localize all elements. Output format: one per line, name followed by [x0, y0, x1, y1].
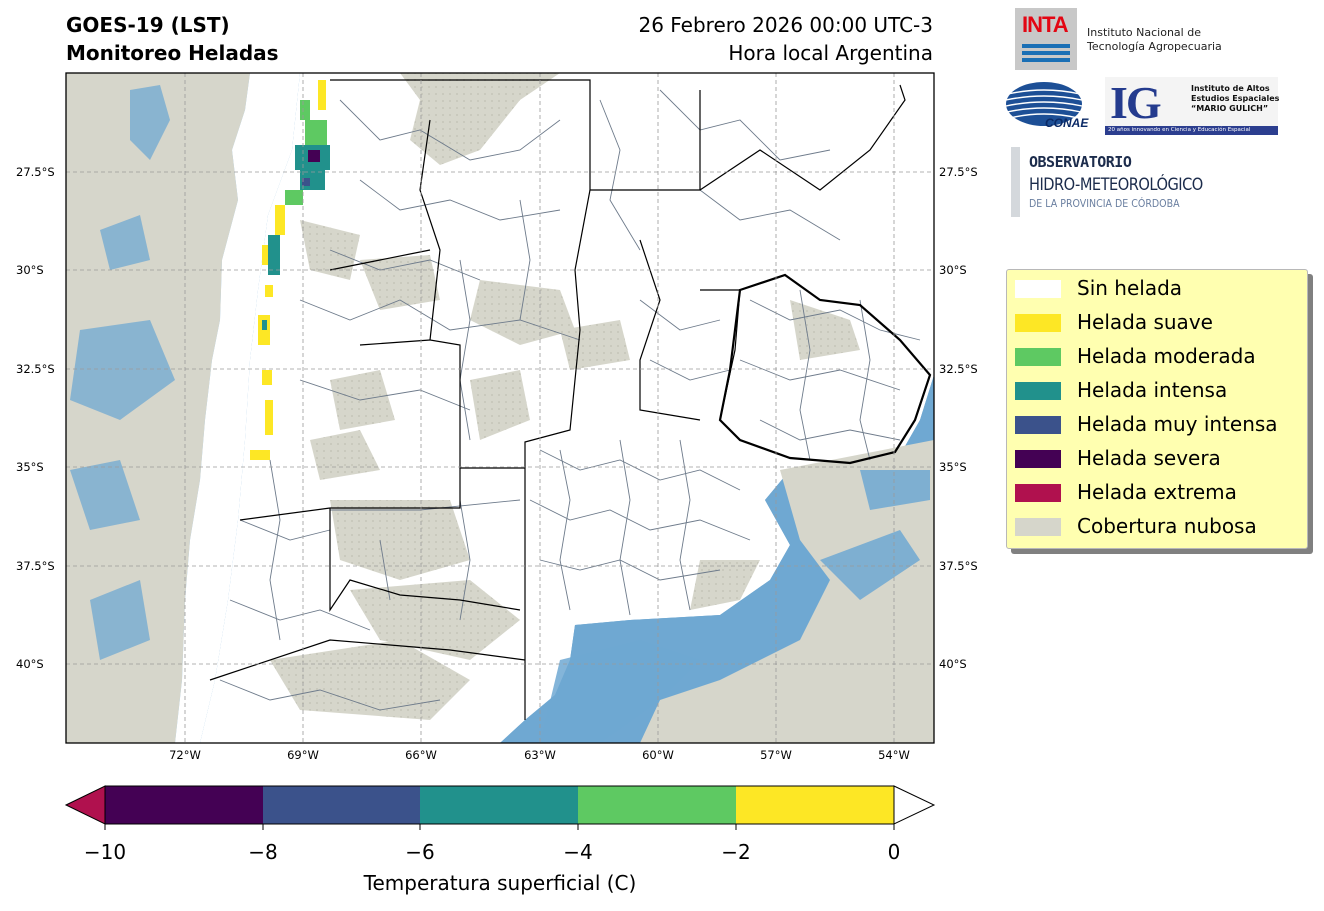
land-clouds	[270, 73, 860, 720]
conae-logo	[1005, 82, 1083, 126]
colorbar-label: Temperatura superficial (C)	[363, 871, 637, 895]
inta-logo	[1015, 8, 1077, 70]
lat-label: 35°S	[16, 460, 44, 474]
observatorio-province: DE LA PROVINCIA DE CÓRDOBA	[1029, 197, 1180, 210]
legend-label: Sin helada	[1077, 276, 1183, 300]
colorbar-tick: −4	[563, 840, 593, 864]
lat-label-right: 27.5°S	[939, 165, 978, 179]
map-subtitle: Monitoreo Heladas	[66, 41, 279, 65]
frost-pixels	[250, 80, 330, 460]
lat-label: 40°S	[16, 657, 44, 671]
observatorio-subtitle: HIDRO-METEOROLÓGICO	[1029, 175, 1203, 195]
legend-label: Helada moderada	[1077, 344, 1256, 368]
legend-label: Cobertura nubosa	[1077, 514, 1257, 538]
legend-label: Helada severa	[1077, 446, 1221, 470]
colorbar-over-extend	[893, 785, 936, 825]
colorbar-segment	[420, 786, 578, 824]
lat-label-right: 35°S	[939, 460, 967, 474]
lat-label: 27.5°S	[16, 165, 55, 179]
lon-label: 63°W	[524, 748, 556, 762]
lon-label: 54°W	[878, 748, 910, 762]
map-timezone: Hora local Argentina	[728, 41, 933, 65]
lat-label: 32.5°S	[16, 362, 55, 376]
colorbar-tick: −8	[248, 840, 278, 864]
observatorio-title: OBSERVATORIO	[1029, 153, 1132, 171]
legend-swatch	[1015, 416, 1061, 434]
lon-label: 60°W	[642, 748, 674, 762]
map-date: 26 Febrero 2026 00:00 UTC-3	[638, 13, 933, 37]
atlantic-cloud	[640, 440, 934, 743]
lon-label: 66°W	[405, 748, 437, 762]
inta-logo-mark: INTA	[1022, 12, 1069, 37]
lon-label: 57°W	[760, 748, 792, 762]
legend-label: Helada intensa	[1077, 378, 1228, 402]
observatorio-logo-bar	[1011, 147, 1020, 217]
colorbar-under-extend	[64, 785, 106, 825]
colorbar-tick: −2	[721, 840, 751, 864]
pacific-cloud-streaks	[70, 85, 175, 660]
colorbar-tick: −10	[83, 840, 127, 864]
gridlines	[66, 73, 934, 743]
legend-swatch	[1015, 348, 1061, 366]
lon-label: 72°W	[169, 748, 201, 762]
legend-label: Helada suave	[1077, 310, 1213, 334]
legend: Sin helada Helada suave Helada moderada …	[1006, 269, 1308, 549]
legend-swatch	[1015, 382, 1061, 400]
lat-label-right: 37.5°S	[939, 559, 978, 573]
legend-swatch	[1015, 280, 1061, 298]
lat-label-right: 40°S	[939, 657, 967, 671]
ig-name: Instituto de Altos Estudios Espaciales “…	[1191, 84, 1280, 113]
chile-land	[175, 73, 300, 743]
ig-band-text: 20 años innovando en Ciencia y Educación…	[1108, 127, 1251, 133]
province-boundaries	[209, 79, 906, 720]
lat-label-right: 32.5°S	[939, 362, 978, 376]
lat-label: 30°S	[16, 263, 44, 277]
uruguay-border	[718, 273, 932, 465]
lat-label-right: 30°S	[939, 263, 967, 277]
ig-band	[1105, 126, 1278, 135]
ig-logo-mark: IG	[1110, 77, 1162, 128]
legend-label: Helada muy intensa	[1077, 412, 1278, 436]
colorbar-segment	[578, 786, 736, 824]
legend-swatch	[1015, 484, 1061, 502]
legend-swatch	[1015, 518, 1061, 536]
legend-swatch	[1015, 314, 1061, 332]
map-title: GOES-19 (LST)	[66, 13, 230, 37]
ig-logo	[1105, 77, 1278, 135]
colorbar-tick: −6	[405, 840, 435, 864]
colorbar-tick: 0	[887, 840, 901, 864]
atlantic-cloud-streaks	[540, 470, 930, 743]
lon-label: 69°W	[287, 748, 319, 762]
legend-swatch	[1015, 450, 1061, 468]
lat-label: 37.5°S	[16, 559, 55, 573]
colorbar	[64, 785, 936, 830]
inta-name: Instituto Nacional de Tecnología Agropec…	[1087, 26, 1222, 53]
conae-logo-mark: CONAE	[1045, 116, 1089, 130]
map-frame	[65, 72, 935, 744]
colorbar-segment	[105, 786, 263, 824]
colorbar-segment	[263, 786, 420, 824]
legend-label: Helada extrema	[1077, 480, 1237, 504]
colorbar-segment	[736, 786, 894, 824]
